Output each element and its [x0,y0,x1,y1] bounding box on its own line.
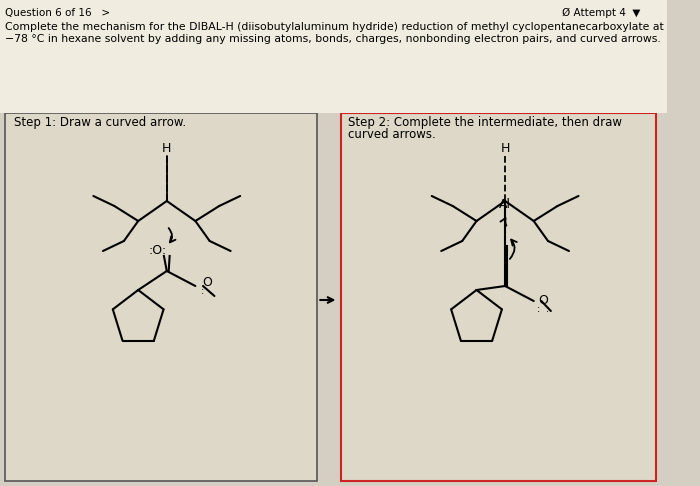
Text: H: H [500,141,510,155]
FancyBboxPatch shape [0,0,667,113]
Text: Question 6 of 16   >: Question 6 of 16 > [5,8,110,18]
Text: O: O [202,277,211,290]
Text: :O:: :O: [148,244,167,258]
Text: Step 2: Complete the intermediate, then draw: Step 2: Complete the intermediate, then … [348,116,622,129]
Text: .: . [545,304,549,314]
Text: Ø Attempt 4  ▼: Ø Attempt 4 ▼ [562,8,640,18]
Text: Complete the mechanism for the DIBAL-H (diisobutylaluminum hydride) reduction of: Complete the mechanism for the DIBAL-H (… [5,22,664,44]
FancyArrowPatch shape [510,240,517,259]
FancyArrowPatch shape [169,228,176,243]
Text: :: : [202,286,204,296]
Text: curved arrows.: curved arrows. [348,128,435,141]
FancyBboxPatch shape [341,113,656,481]
FancyArrowPatch shape [500,218,506,226]
Text: :: : [537,304,540,314]
FancyBboxPatch shape [5,113,317,481]
Text: Step 1: Draw a curved arrow.: Step 1: Draw a curved arrow. [14,116,186,129]
Text: O: O [538,295,548,308]
Text: Al: Al [499,198,511,211]
Text: .: . [209,286,212,296]
Text: H: H [162,141,172,155]
